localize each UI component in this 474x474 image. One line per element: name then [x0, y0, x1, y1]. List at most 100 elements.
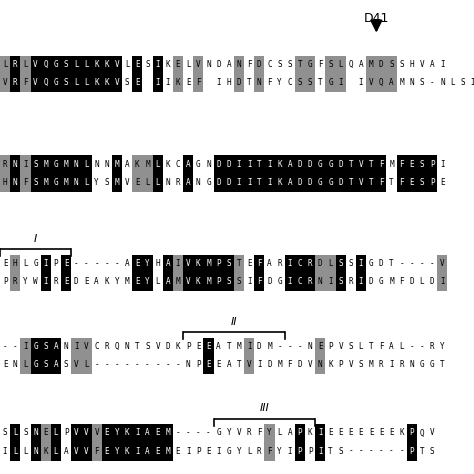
Bar — [51, 155, 61, 174]
Bar — [264, 173, 274, 192]
Bar — [234, 173, 244, 192]
Text: M: M — [64, 160, 68, 169]
Text: A: A — [288, 160, 292, 169]
Text: F: F — [379, 178, 383, 187]
Bar — [132, 74, 142, 92]
Bar — [336, 173, 346, 192]
Bar — [82, 173, 91, 192]
Bar — [315, 442, 325, 461]
Bar — [82, 356, 91, 374]
Bar — [417, 173, 427, 192]
Bar — [71, 356, 82, 374]
Text: F: F — [379, 342, 383, 351]
Text: E: E — [247, 259, 251, 268]
Text: M: M — [206, 259, 211, 268]
Text: C: C — [94, 342, 99, 351]
Bar — [41, 424, 51, 443]
Text: K: K — [104, 277, 109, 286]
Text: S: S — [419, 78, 424, 87]
Bar — [102, 424, 112, 443]
Text: I: I — [186, 447, 191, 456]
Text: R: R — [13, 277, 18, 286]
Text: N: N — [33, 447, 38, 456]
Text: E: E — [359, 428, 363, 438]
Bar — [10, 424, 20, 443]
Text: N: N — [237, 60, 241, 69]
Text: N: N — [206, 60, 211, 69]
Bar — [315, 273, 325, 292]
Bar — [274, 173, 285, 192]
Bar — [285, 155, 295, 174]
Text: F: F — [399, 277, 404, 286]
Bar — [336, 74, 346, 92]
Bar — [20, 155, 30, 174]
Bar — [71, 155, 82, 174]
Bar — [295, 273, 305, 292]
Text: S: S — [44, 360, 48, 369]
Bar — [10, 56, 20, 74]
Text: I: I — [23, 342, 28, 351]
Text: T: T — [318, 78, 323, 87]
Bar — [20, 173, 30, 192]
Bar — [274, 155, 285, 174]
Text: I: I — [44, 277, 48, 286]
Text: L: L — [338, 60, 343, 69]
Bar — [244, 338, 254, 356]
Text: E: E — [176, 447, 180, 456]
Text: D: D — [308, 160, 312, 169]
Bar — [10, 273, 20, 292]
Text: E: E — [135, 178, 139, 187]
Bar — [386, 56, 397, 74]
Text: I: I — [247, 160, 251, 169]
Bar — [102, 74, 112, 92]
Bar — [234, 56, 244, 74]
Text: E: E — [186, 78, 191, 87]
Text: V: V — [440, 259, 445, 268]
Bar — [41, 74, 51, 92]
Text: T: T — [135, 342, 139, 351]
Text: N: N — [440, 78, 445, 87]
Text: A: A — [389, 342, 394, 351]
Bar — [82, 155, 91, 174]
Text: F: F — [379, 160, 383, 169]
Text: G: G — [206, 178, 211, 187]
Bar — [193, 56, 203, 74]
Text: D: D — [338, 160, 343, 169]
Text: V: V — [115, 60, 119, 69]
Text: Y: Y — [237, 447, 241, 456]
Text: D: D — [338, 178, 343, 187]
Bar — [254, 155, 264, 174]
Text: K: K — [104, 60, 109, 69]
Text: I: I — [328, 277, 333, 286]
Text: D: D — [257, 60, 262, 69]
Text: W: W — [33, 277, 38, 286]
Bar — [244, 173, 254, 192]
Text: V: V — [33, 78, 38, 87]
Text: I: I — [135, 447, 139, 456]
Text: I: I — [165, 78, 170, 87]
Bar — [153, 155, 163, 174]
Text: I: I — [318, 428, 323, 438]
Bar — [224, 273, 234, 292]
Text: P: P — [410, 428, 414, 438]
Bar — [203, 356, 213, 374]
Bar — [285, 173, 295, 192]
Bar — [437, 255, 447, 273]
Text: P: P — [196, 447, 201, 456]
Text: A: A — [227, 60, 231, 69]
Bar — [356, 155, 366, 174]
Bar — [173, 273, 183, 292]
Text: P: P — [328, 342, 333, 351]
Text: N: N — [74, 160, 79, 169]
Bar — [366, 56, 376, 74]
Bar — [41, 155, 51, 174]
Text: M: M — [64, 178, 68, 187]
Text: G: G — [54, 78, 58, 87]
Text: L: L — [3, 60, 8, 69]
Text: II: II — [231, 317, 237, 327]
Text: N: N — [318, 360, 323, 369]
Text: I: I — [247, 277, 251, 286]
Text: G: G — [54, 60, 58, 69]
Text: V: V — [359, 178, 363, 187]
Text: I: I — [440, 60, 445, 69]
